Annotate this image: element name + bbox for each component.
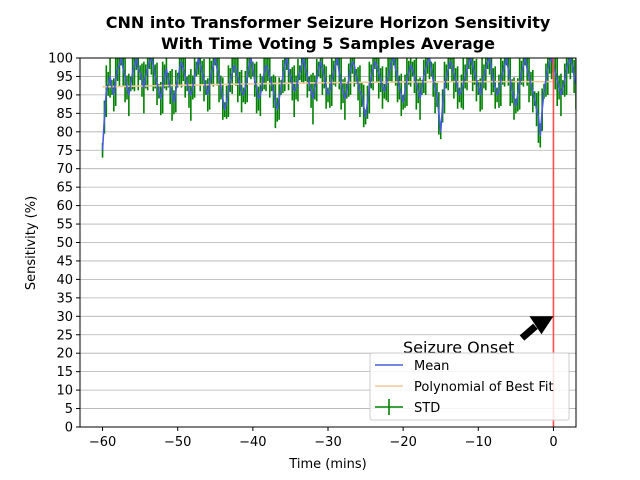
- onset-arrow-head: [529, 316, 554, 335]
- x-axis-label: Time (mins): [288, 457, 366, 472]
- y-tick-label: 0: [65, 421, 73, 436]
- legend-mean-label: Mean: [414, 359, 449, 374]
- x-tick-label: −40: [239, 435, 266, 450]
- x-tick-label: −30: [314, 435, 341, 450]
- legend: Mean Polynomial of Best Fit STD: [369, 352, 570, 421]
- y-tick-label: 80: [56, 125, 73, 140]
- y-tick-label: 15: [56, 365, 73, 380]
- mean-line: [101, 58, 576, 151]
- best-fit-line: [102, 80, 554, 88]
- x-axis-ticks: −60 −50 −40 −30 −20 −10 0: [89, 427, 558, 450]
- x-tick-label: −20: [389, 435, 416, 450]
- onset-arrow-shaft: [519, 323, 538, 341]
- x-tick-label: 0: [549, 435, 557, 450]
- x-tick-label: −10: [465, 435, 492, 450]
- plot-inner: [101, 58, 576, 427]
- x-tick-label: −60: [89, 435, 116, 450]
- y-tick-label: 10: [56, 384, 73, 399]
- y-tick-label: 5: [65, 402, 73, 417]
- y-tick-label: 55: [56, 218, 73, 233]
- chart-title-line-1: CNN into Transformer Seizure Horizon Sen…: [106, 13, 551, 32]
- y-tick-label: 100: [48, 52, 73, 67]
- x-tick-label: −50: [164, 435, 191, 450]
- y-axis-ticks: 0 5 10 15 20 25 30 35 40 45 50 55 60 65 70 75 80 85 90 95 10…: [48, 52, 80, 436]
- y-tick-label: 25: [56, 328, 73, 343]
- y-tick-label: 60: [56, 199, 73, 214]
- y-tick-label: 85: [56, 107, 73, 122]
- y-tick-label: 95: [56, 70, 73, 85]
- y-axis-label: Sensitivity (%): [24, 196, 39, 290]
- y-tick-label: 30: [56, 310, 73, 325]
- legend-fit-label: Polynomial of Best Fit: [414, 380, 554, 395]
- y-tick-label: 75: [56, 144, 73, 159]
- y-tick-label: 90: [56, 88, 73, 103]
- y-tick-label: 35: [56, 291, 73, 306]
- y-tick-label: 45: [56, 254, 73, 269]
- chart-title-line-2: With Time Voting 5 Samples Average: [161, 34, 495, 53]
- seizure-onset-label: Seizure Onset: [403, 338, 514, 357]
- y-tick-label: 70: [56, 162, 73, 177]
- seizure-onset-annotation: Seizure Onset: [403, 316, 554, 357]
- y-tick-label: 40: [56, 273, 73, 288]
- grid-lines: [80, 57, 576, 428]
- y-tick-label: 20: [56, 347, 73, 362]
- legend-box: [369, 352, 570, 421]
- legend-std-label: STD: [414, 401, 440, 416]
- plot-area: [101, 58, 576, 427]
- y-tick-label: 65: [56, 181, 73, 196]
- y-tick-label: 50: [56, 236, 73, 251]
